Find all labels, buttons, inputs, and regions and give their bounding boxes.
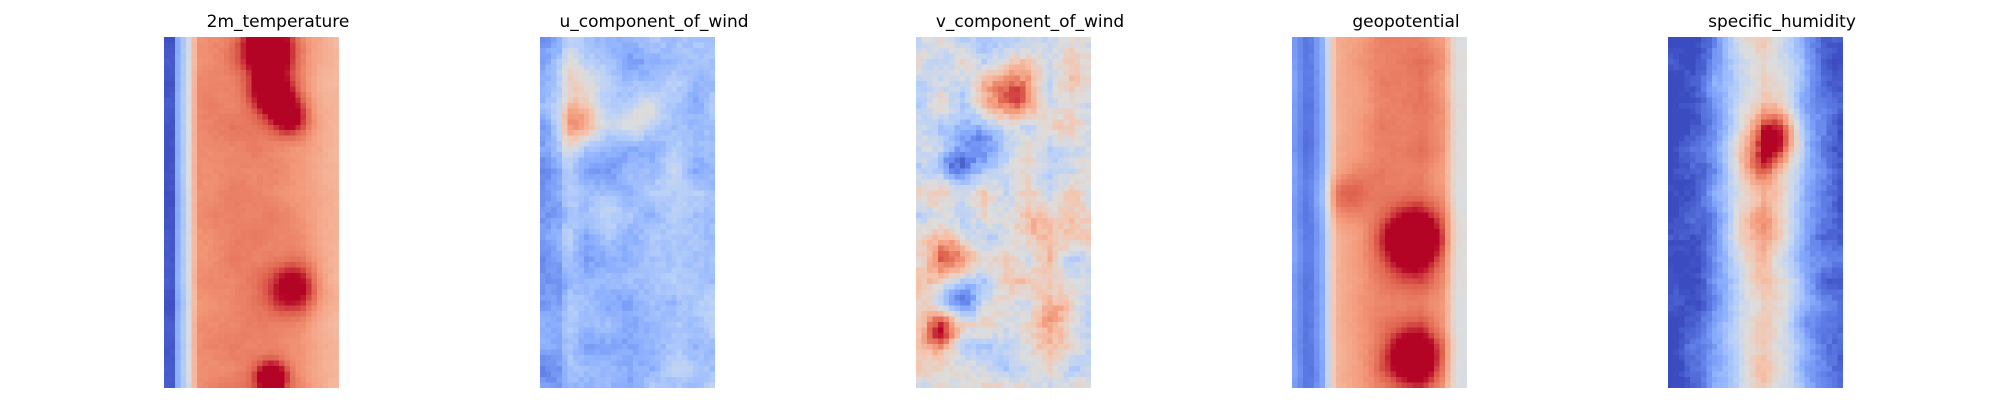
panel-geopotential: geopotential [1276, 0, 1536, 400]
chart-title: specific_humidity [1708, 12, 1856, 32]
chart-title: 2m_temperature [206, 12, 350, 32]
panel-specific-humidity: specific_humidity [1652, 0, 1912, 400]
heatmap-v-component-of-wind [916, 37, 1091, 388]
heatmap-geopotential [1292, 37, 1467, 388]
chart-title: geopotential [1352, 12, 1460, 32]
heatmap-u-component-of-wind [540, 37, 715, 388]
heatmap-2m-temperature [164, 37, 339, 388]
panel-u-component-of-wind: u_component_of_wind [524, 0, 784, 400]
chart-title: u_component_of_wind [559, 12, 749, 32]
panel-v-component-of-wind: v_component_of_wind [900, 0, 1160, 400]
panel-2m-temperature: 2m_temperature [148, 0, 408, 400]
heatmap-specific-humidity [1668, 37, 1843, 388]
chart-title: v_component_of_wind [935, 12, 1125, 32]
